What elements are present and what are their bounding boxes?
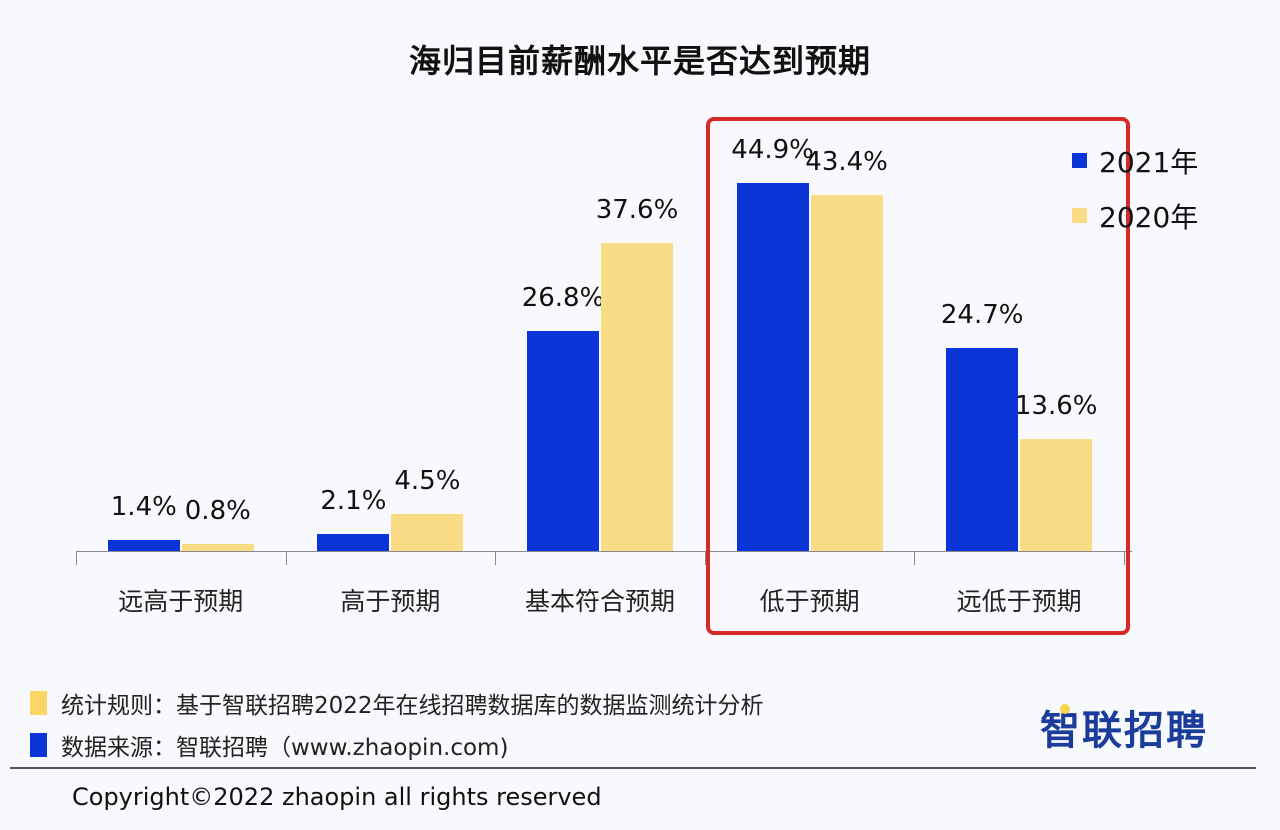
logo-dot-icon bbox=[1060, 704, 1070, 714]
copyright-text: Copyright©2022 zhaopin all rights reserv… bbox=[72, 783, 602, 811]
value-label: 2.1% bbox=[320, 485, 387, 516]
bar-2021 bbox=[736, 182, 809, 551]
footer-divider bbox=[10, 767, 1256, 769]
bar-chart: 1.4% 0.8% 远高于预期 2.1% 4.5% 高于预期 26.8% 37.6% 基本符合预… bbox=[76, 134, 1132, 616]
chart-title: 海归目前薪酬水平是否达到预期 bbox=[408, 42, 871, 80]
value-label: 1.4% bbox=[110, 491, 177, 522]
x-axis-tick bbox=[1124, 551, 1125, 565]
legend-label: 2020年 bbox=[1099, 200, 1199, 234]
category-label: 低于预期 bbox=[759, 587, 860, 616]
value-label: 43.4% bbox=[805, 147, 888, 178]
bar-2021 bbox=[527, 331, 599, 551]
legend-item-2020: 2020年 bbox=[1072, 188, 1198, 243]
blue-square-icon bbox=[30, 733, 47, 757]
x-axis-tick bbox=[285, 551, 287, 565]
value-label: 37.6% bbox=[595, 194, 679, 225]
legend-label: 2021年 bbox=[1099, 145, 1199, 179]
x-axis bbox=[76, 551, 1132, 552]
bar-2021 bbox=[946, 348, 1019, 551]
x-axis-tick bbox=[914, 551, 916, 565]
bar-2020 bbox=[1020, 439, 1093, 551]
highlight-box bbox=[706, 117, 1130, 635]
x-axis-tick bbox=[76, 551, 77, 565]
category-label: 高于预期 bbox=[340, 587, 441, 616]
legend-item-2021: 2021年 bbox=[1072, 133, 1198, 188]
x-axis-tick bbox=[495, 551, 497, 565]
footer-source: 数据来源：智联招聘（www.zhaopin.com) bbox=[30, 728, 508, 762]
footer-rule: 统计规则：基于智联招聘2022年在线招聘数据库的数据监测统计分析 bbox=[30, 686, 764, 720]
bar-2020 bbox=[391, 514, 464, 551]
bar-2020 bbox=[810, 195, 883, 551]
footer-source-text: 数据来源：智联招聘（www.zhaopin.com) bbox=[61, 735, 509, 761]
footer-rule-text: 统计规则：基于智联招聘2022年在线招聘数据库的数据监测统计分析 bbox=[61, 693, 764, 719]
legend-swatch-yellow bbox=[1072, 208, 1087, 223]
zhaopin-logo: 智联招聘 bbox=[1040, 698, 1208, 756]
bar-2021 bbox=[107, 539, 180, 551]
bar-2020 bbox=[601, 242, 673, 551]
value-label: 0.8% bbox=[184, 496, 251, 527]
value-label: 26.8% bbox=[521, 283, 605, 314]
category-label: 远低于预期 bbox=[956, 587, 1082, 616]
value-label: 24.7% bbox=[940, 300, 1024, 331]
value-label: 13.6% bbox=[1014, 391, 1098, 422]
x-axis-tick bbox=[704, 551, 706, 565]
category-label: 远高于预期 bbox=[118, 587, 244, 616]
bar-2020 bbox=[181, 544, 254, 551]
yellow-square-icon bbox=[30, 691, 47, 715]
logo-text: 智联招聘 bbox=[1040, 708, 1208, 754]
category-label: 基本符合预期 bbox=[524, 587, 676, 616]
bar-2021 bbox=[317, 533, 390, 551]
value-label: 4.5% bbox=[394, 466, 461, 497]
legend: 2021年 2020年 bbox=[1072, 133, 1198, 243]
value-label: 44.9% bbox=[731, 134, 814, 165]
legend-swatch-blue bbox=[1072, 153, 1087, 168]
